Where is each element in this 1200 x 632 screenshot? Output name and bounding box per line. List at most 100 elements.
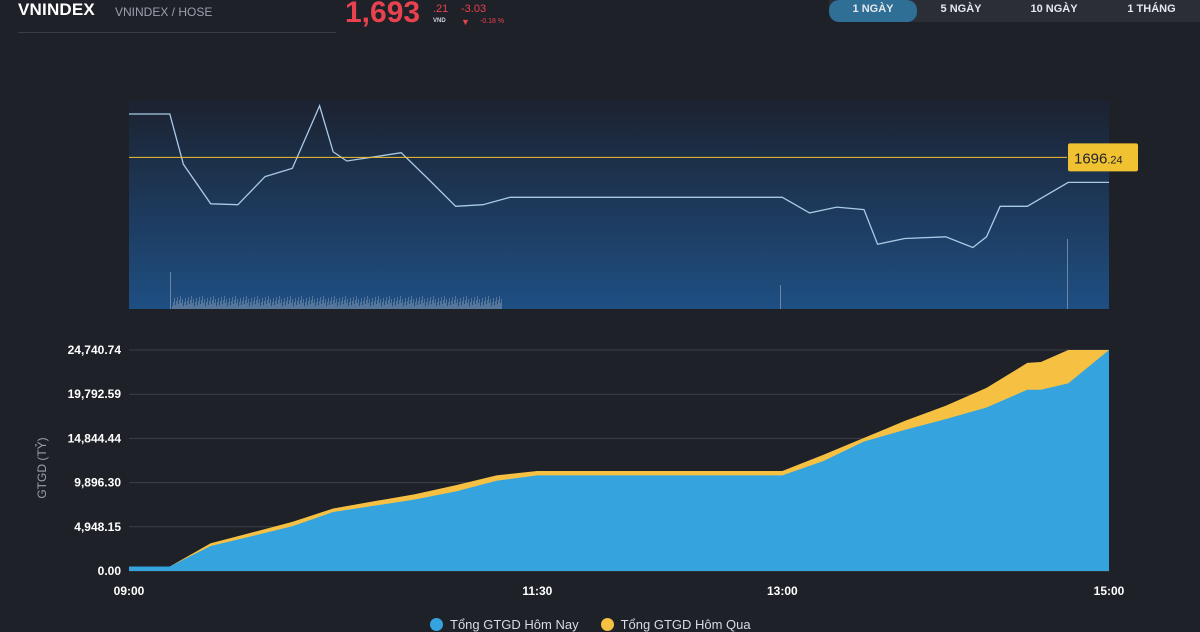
volume-bar bbox=[232, 297, 233, 309]
volume-bar bbox=[432, 300, 433, 309]
volume-bar bbox=[322, 300, 323, 309]
volume-bar bbox=[345, 296, 346, 309]
volume-bar bbox=[390, 303, 391, 309]
volume-bar bbox=[218, 298, 219, 309]
volume-bar bbox=[478, 303, 479, 309]
volume-bar bbox=[272, 302, 273, 309]
volume-bar bbox=[276, 297, 277, 309]
volume-bar bbox=[307, 305, 308, 309]
volume-bar bbox=[397, 297, 398, 309]
volume-bar bbox=[184, 302, 185, 309]
volume-bar bbox=[416, 298, 417, 309]
volume-bar bbox=[302, 303, 303, 309]
volume-bar bbox=[349, 302, 350, 309]
legend-item-today[interactable]: Tổng GTGD Hôm Nay bbox=[430, 617, 579, 632]
volume-bar bbox=[364, 297, 365, 309]
volume-bar bbox=[335, 303, 336, 309]
volume-bar bbox=[256, 300, 257, 309]
volume-bar bbox=[286, 301, 287, 309]
volume-bar bbox=[192, 303, 193, 309]
volume-bar bbox=[280, 303, 281, 309]
tab-1-day[interactable]: 1 NGÀY bbox=[829, 0, 917, 22]
volume-bar bbox=[482, 298, 483, 309]
volume-bar bbox=[271, 306, 272, 309]
volume-bar bbox=[207, 298, 208, 309]
volume-bar bbox=[446, 299, 447, 309]
volume-bar bbox=[190, 300, 191, 309]
volume-bar bbox=[440, 301, 441, 309]
volume-bar bbox=[263, 305, 264, 309]
volume-bar bbox=[187, 301, 188, 309]
volume-bar bbox=[313, 303, 314, 309]
volume-bar bbox=[480, 306, 481, 309]
volume-bar bbox=[213, 296, 214, 309]
volume-bar bbox=[174, 298, 175, 309]
tab-10-days[interactable]: 10 NGÀY bbox=[1030, 3, 1078, 15]
volume-bar bbox=[392, 306, 393, 309]
volume-bar bbox=[449, 298, 450, 309]
volume-bar bbox=[211, 304, 212, 309]
volume-bar bbox=[262, 298, 263, 309]
volume-bar bbox=[242, 301, 243, 309]
last-price: 1,693 bbox=[345, 0, 421, 29]
volume-bar bbox=[401, 303, 402, 309]
volume-bar bbox=[198, 301, 199, 309]
volume-bar bbox=[382, 302, 383, 309]
volume-bar bbox=[391, 299, 392, 309]
volume-bar bbox=[290, 296, 291, 309]
volume-bar bbox=[203, 303, 204, 309]
tab-5-days[interactable]: 5 NGÀY bbox=[940, 3, 982, 15]
volume-bar bbox=[404, 302, 405, 309]
volume-bar bbox=[185, 298, 186, 309]
volume-bar bbox=[1067, 239, 1068, 309]
volume-bar bbox=[417, 305, 418, 309]
volume-bar bbox=[321, 304, 322, 309]
x-tick-label: 09:00 bbox=[114, 584, 145, 598]
volume-bar bbox=[346, 303, 347, 309]
volume-bar bbox=[455, 296, 456, 309]
volume-bar bbox=[267, 300, 268, 309]
volume-bar bbox=[500, 303, 501, 309]
volume-bar bbox=[442, 304, 443, 309]
volume-bar bbox=[308, 301, 309, 309]
volume-bar bbox=[472, 305, 473, 309]
volume-bar bbox=[427, 298, 428, 309]
volume-bar bbox=[260, 306, 261, 309]
volume-bar bbox=[269, 303, 270, 309]
volume-bar bbox=[337, 306, 338, 309]
price-change: -3.03 bbox=[461, 3, 487, 15]
price-unit: VND bbox=[433, 18, 446, 24]
volume-bar bbox=[467, 303, 468, 309]
volume-bar bbox=[189, 304, 190, 309]
tab-1-month[interactable]: 1 THÁNG bbox=[1127, 3, 1176, 15]
volume-bar bbox=[243, 297, 244, 309]
volume-bar bbox=[251, 298, 252, 309]
volume-bar bbox=[475, 304, 476, 309]
volume-bar bbox=[277, 304, 278, 309]
volume-bar bbox=[248, 299, 249, 309]
volume-bar bbox=[395, 305, 396, 309]
volume-bar bbox=[191, 296, 192, 309]
volume-bar bbox=[350, 298, 351, 309]
legend-item-yesterday[interactable]: Tổng GTGD Hôm Qua bbox=[600, 617, 751, 632]
volume-bar bbox=[411, 296, 412, 309]
volume-bar bbox=[339, 298, 340, 309]
volume-bar bbox=[498, 300, 499, 309]
volume-bar bbox=[458, 306, 459, 309]
volume-bar bbox=[484, 301, 485, 309]
reference-layer: 1696.24 bbox=[129, 143, 1138, 172]
volume-bar bbox=[303, 299, 304, 309]
volume-bar bbox=[328, 298, 329, 309]
volume-bar bbox=[360, 302, 361, 309]
volume-bar bbox=[237, 299, 238, 309]
volume-bar bbox=[355, 300, 356, 309]
volume-bar bbox=[340, 305, 341, 309]
volume-bar bbox=[311, 300, 312, 309]
volume-bar bbox=[295, 298, 296, 309]
volume-bar bbox=[380, 299, 381, 309]
volume-bar bbox=[336, 299, 337, 309]
volume-bar bbox=[489, 303, 490, 309]
symbol-title: VNINDEX bbox=[18, 0, 95, 19]
volume-bar bbox=[405, 298, 406, 309]
